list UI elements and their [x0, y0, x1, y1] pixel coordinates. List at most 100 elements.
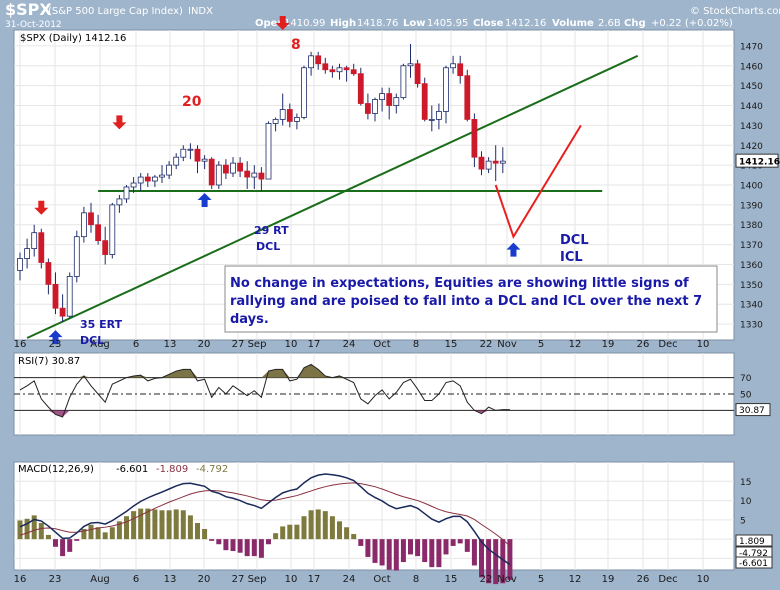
- candle-body: [407, 63, 414, 67]
- macd-legend: MACD(12,26,9) -6.601 -1.809 -4.792: [18, 464, 228, 475]
- macd-histogram-bar: [372, 539, 378, 563]
- macd-histogram-bar: [95, 527, 101, 540]
- price-y-tick: 1380: [740, 221, 763, 231]
- macd-legend-label: MACD(12,26,9): [18, 464, 94, 475]
- price-y-tick: 1430: [740, 122, 763, 132]
- header-symbol: $SPX: [5, 0, 52, 19]
- header-date: 31-Oct-2012: [5, 20, 62, 30]
- price-x-tick: 24: [343, 339, 356, 350]
- candle-body: [194, 148, 201, 162]
- candle-body: [52, 283, 59, 309]
- price-y-tick: 1360: [740, 261, 763, 271]
- macd-x-tick: 5: [538, 574, 544, 585]
- macd-legend-hist: -4.792: [196, 464, 228, 475]
- macd-x-tick: 23: [49, 574, 62, 585]
- price-last-value: 1412.16: [739, 158, 780, 168]
- candle-body: [301, 67, 307, 118]
- macd-histogram-bar: [471, 539, 477, 566]
- price-x-tick: Oct: [373, 339, 390, 350]
- rt29-dcl-label: DCL: [256, 240, 280, 253]
- macd-histogram-bar: [152, 509, 158, 540]
- annotations: 8 20 29 RT DCL 35 ERT DCL DCL ICL: [80, 37, 589, 347]
- macd-x-tick: Sep: [248, 574, 267, 585]
- copyright-text: © StockCharts.com: [690, 6, 780, 17]
- macd-x-tick: 13: [164, 574, 177, 585]
- macd-histogram-bar: [400, 539, 406, 563]
- macd-histogram-bar: [287, 524, 293, 540]
- rsi-y-tick: 70: [740, 374, 752, 384]
- candle-body: [166, 164, 173, 176]
- macd-histogram-bar: [258, 539, 264, 558]
- candle-body: [95, 224, 101, 242]
- macd-x-tick: 17: [308, 574, 321, 585]
- candle-body: [393, 97, 400, 106]
- macd-histogram-bar: [315, 509, 321, 540]
- candle-body: [116, 198, 123, 206]
- candle-body: [230, 162, 236, 174]
- macd-x-tick: 22: [480, 574, 493, 585]
- macd-histogram-bar: [479, 539, 484, 578]
- volume-label: Volume: [552, 18, 594, 29]
- macd-x-tick: Aug: [90, 574, 110, 585]
- macd-histogram-bar: [145, 508, 151, 540]
- candle-body: [293, 117, 300, 122]
- macd-histogram-bar: [38, 523, 44, 540]
- price-x-tick: Nov: [497, 339, 517, 350]
- macd-y-tick: 5: [740, 516, 746, 526]
- candle-body: [73, 236, 80, 277]
- macd-x-tick: 10: [697, 574, 710, 585]
- macd-x-tick: 15: [445, 574, 458, 585]
- macd-histogram-bar: [337, 521, 342, 540]
- price-y-tick: 1350: [740, 281, 763, 291]
- macd-histogram-bar: [159, 510, 165, 540]
- candle-body: [258, 172, 265, 180]
- candle-body: [414, 63, 421, 85]
- candle-body: [485, 160, 492, 170]
- close-value: 1412.16: [505, 18, 546, 29]
- macd-x-tick: Nov: [497, 574, 517, 585]
- candle-body: [357, 73, 364, 104]
- candle-body: [315, 55, 322, 65]
- price-x-tick: 17: [308, 339, 321, 350]
- price-x-tick: 13: [164, 339, 177, 350]
- candle-body: [109, 204, 116, 255]
- macd-histogram-bar: [223, 539, 229, 551]
- macd-histogram-bar: [166, 510, 172, 540]
- macd-y-tick: 15: [740, 478, 751, 488]
- macd-legend-signal: -1.809: [156, 464, 188, 475]
- price-x-tick: Aug: [90, 339, 110, 350]
- macd-histogram-bar: [493, 539, 499, 585]
- candle-body: [24, 248, 31, 259]
- macd-histogram-bar: [237, 539, 243, 553]
- high-label: High: [330, 18, 356, 29]
- open-value: 1410.99: [284, 18, 325, 29]
- macd-last-box: [735, 534, 773, 547]
- macd-histogram-bar: [386, 539, 392, 570]
- macd-histogram-bar: [351, 534, 357, 540]
- candle-body: [244, 170, 251, 178]
- price-x-tick: 6: [133, 339, 139, 350]
- candle-body: [123, 186, 130, 200]
- ohlc-bar: Open 1410.99 High 1418.76 Low 1405.95 Cl…: [255, 18, 733, 29]
- chg-label: Chg: [624, 18, 646, 29]
- candle-body: [17, 258, 23, 271]
- macd-histogram-bar: [436, 539, 442, 568]
- price-x-tick: 16: [14, 339, 27, 350]
- macd-histogram-bar: [60, 539, 66, 557]
- macd-last-value: -4.792: [739, 549, 768, 559]
- candle-body: [478, 156, 485, 170]
- macd-histogram-bar: [308, 510, 314, 540]
- candle-body: [66, 276, 73, 317]
- candle-body: [350, 69, 357, 75]
- price-y-tick: 1460: [740, 62, 763, 72]
- macd-x-tick: 8: [413, 574, 419, 585]
- candle-body: [173, 156, 180, 166]
- candle-body: [343, 67, 350, 71]
- trendline: [26, 54, 639, 339]
- up-arrow-icon: [48, 330, 63, 345]
- price-y-tick: 1370: [740, 241, 763, 251]
- macd-x-tick: Dec: [658, 574, 677, 585]
- candle-body: [251, 172, 258, 178]
- macd-histogram-bar: [251, 539, 257, 557]
